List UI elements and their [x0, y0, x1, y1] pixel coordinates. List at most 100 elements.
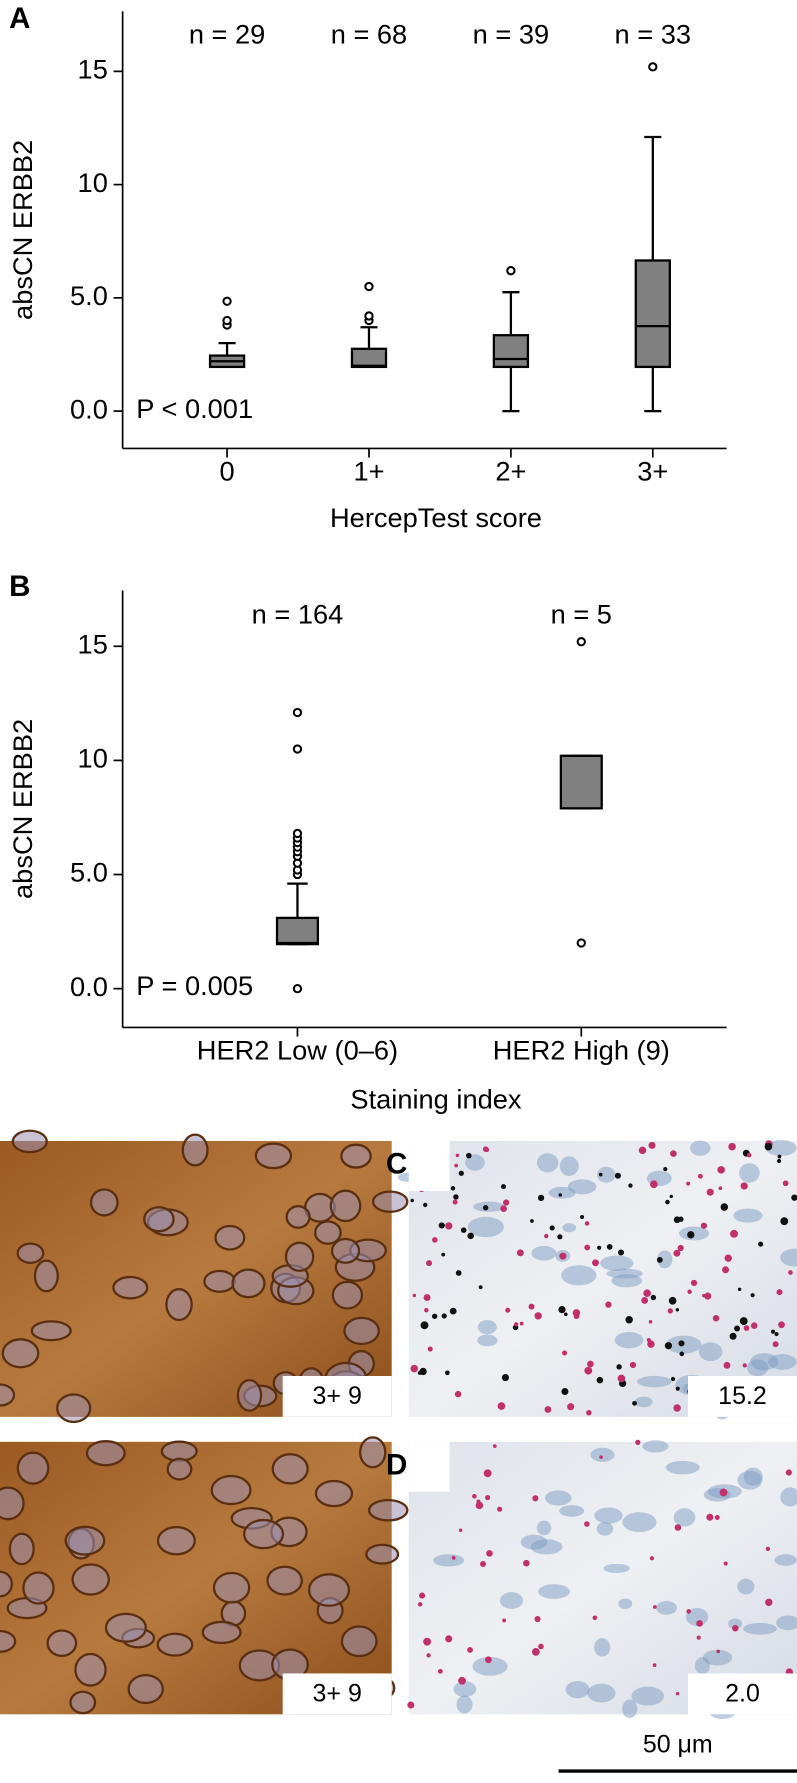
signal-dot [483, 1469, 492, 1478]
cell [143, 1206, 175, 1233]
nucleus [739, 1163, 760, 1183]
cell [127, 1673, 164, 1705]
cell [166, 1457, 193, 1481]
cell [89, 1188, 119, 1217]
outlier [506, 266, 516, 276]
signal-dot [739, 1317, 748, 1326]
nucleus [544, 1490, 572, 1506]
signal-dot [617, 1374, 626, 1383]
signal-dot [723, 1361, 731, 1369]
cell [359, 1436, 387, 1469]
x-tick-label: HER2 High (9) [493, 1035, 670, 1066]
cell [271, 1453, 309, 1485]
signal-dot [500, 1205, 507, 1213]
signal-dot [649, 1556, 655, 1561]
signal-dot [778, 1321, 785, 1329]
nucleus [538, 1584, 570, 1599]
signal-dot [719, 1488, 728, 1497]
signal-dot [648, 1141, 656, 1149]
nucleus [780, 1248, 797, 1267]
cell [284, 1241, 315, 1272]
signal-dot [652, 1605, 657, 1609]
signal-dot [650, 1180, 658, 1189]
signal-dot [528, 1303, 535, 1310]
signal-dot [587, 1360, 594, 1368]
signal-dot [723, 1561, 728, 1566]
signal-dot [678, 1216, 684, 1222]
outlier [364, 311, 374, 321]
signal-dot [596, 1376, 604, 1384]
scale-bar-label: 50 μm [643, 1731, 713, 1759]
signal-dot [466, 1152, 472, 1159]
signal-dot [505, 1307, 511, 1313]
cell [314, 1479, 354, 1508]
nucleus [698, 1342, 723, 1362]
nucleus [622, 1699, 638, 1719]
nucleus [737, 1578, 755, 1595]
nucleus [433, 1554, 465, 1567]
signal-dot [410, 1364, 419, 1373]
cell [314, 1220, 342, 1245]
y-tick-label: 5.0 [70, 857, 108, 888]
micrograph-label: 3+ 9 [313, 1680, 362, 1708]
cell [231, 1268, 266, 1299]
cell [330, 1237, 361, 1264]
signal-dot [482, 1205, 489, 1211]
signal-dot [617, 1249, 625, 1256]
signal-dot [717, 1166, 725, 1174]
signal-dot [648, 1320, 653, 1324]
cell [329, 1189, 362, 1223]
signal-dot [616, 1364, 622, 1370]
y-tick-label: 10 [78, 743, 108, 774]
nucleus [453, 1681, 477, 1697]
outlier [292, 983, 303, 994]
signal-dot [558, 1305, 566, 1314]
signal-dot [441, 1313, 447, 1319]
signal-dot [503, 1199, 510, 1206]
signal-dot [532, 1495, 539, 1502]
outlier [292, 828, 303, 839]
signal-dot [706, 1513, 714, 1521]
cell [11, 1129, 48, 1154]
micrograph: C 15.2 [386, 1139, 797, 1420]
signal-dot [438, 1222, 445, 1229]
signal-dot [686, 1609, 692, 1614]
nucleus [559, 1505, 585, 1517]
micrograph: D 2.0 [386, 1439, 797, 1720]
signal-dot [423, 1637, 432, 1646]
signal-dot [670, 1376, 676, 1382]
cell [343, 1316, 380, 1346]
nucleus [631, 1686, 665, 1706]
signal-dot [652, 1663, 657, 1668]
nucleus [618, 1598, 633, 1610]
cell [69, 1690, 97, 1715]
signal-dot [467, 1232, 474, 1240]
outlier [222, 296, 232, 306]
signal-dot [534, 1616, 541, 1623]
nucleus [774, 1554, 797, 1566]
signal-dot [679, 1351, 685, 1357]
cell [16, 1242, 45, 1264]
nucleus [665, 1460, 700, 1475]
signal-dot [475, 1501, 484, 1510]
signal-dot [426, 1653, 431, 1658]
nucleus [702, 1649, 733, 1666]
signal-dot [563, 1312, 568, 1317]
signal-dot [562, 1350, 568, 1356]
signal-dot [632, 1400, 637, 1406]
signal-dot [791, 1194, 797, 1201]
signal-dot [669, 1194, 673, 1199]
nucleus [690, 1140, 711, 1156]
nucleus [567, 1179, 597, 1195]
signal-dot [720, 1203, 729, 1211]
box [634, 259, 671, 369]
cell [181, 1133, 209, 1167]
signal-dot [445, 1222, 453, 1230]
signal-dot [412, 1293, 417, 1298]
signal-dot [584, 1521, 590, 1527]
signal-dot [765, 1546, 771, 1552]
signal-dot [728, 1142, 736, 1151]
cell [203, 1269, 236, 1293]
signal-dot [696, 1635, 701, 1640]
